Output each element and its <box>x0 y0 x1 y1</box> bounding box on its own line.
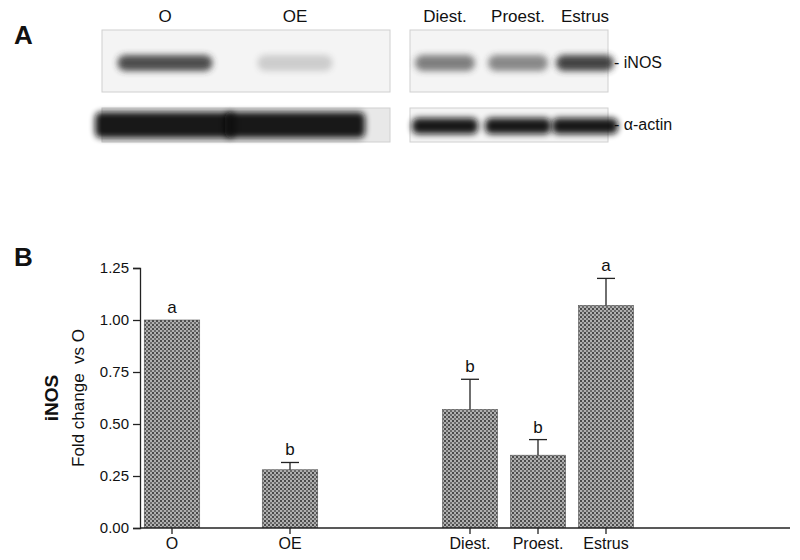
error-bar <box>281 462 299 469</box>
y-axis-line <box>133 269 141 529</box>
bar <box>510 455 565 528</box>
annotation: a <box>167 298 177 317</box>
annotation: b <box>465 357 474 376</box>
blot-band <box>552 118 618 134</box>
y-tick-label: 1.25 <box>100 259 129 276</box>
x-tick: Proest. <box>513 528 564 552</box>
error-cap <box>281 462 299 463</box>
error-cap <box>529 439 547 440</box>
blot-band <box>556 55 614 71</box>
error-bar <box>461 379 479 409</box>
panel-label: B <box>14 242 33 272</box>
x-axis: O OE <box>166 528 302 552</box>
blot-box <box>102 30 390 92</box>
error-bar <box>529 440 547 456</box>
y-axis-subtitle: Fold change vs O <box>69 329 88 467</box>
x-tick-label: O <box>166 535 178 552</box>
x-tick: Diest. <box>450 528 491 552</box>
annotation: a <box>601 256 611 275</box>
y-tick: 0.75 <box>100 363 140 380</box>
x-tick: Estrus <box>583 528 628 552</box>
y-tick-label: 0.75 <box>100 363 129 380</box>
plot-area <box>144 278 633 528</box>
row-label: - α-actin <box>614 116 672 133</box>
error-line <box>469 379 470 409</box>
y-tick-label: 0.50 <box>100 415 129 432</box>
blot-band <box>95 112 235 138</box>
annotation: b <box>533 418 542 437</box>
error-cap <box>597 278 615 279</box>
lane-label: Proest. <box>491 7 545 26</box>
x-tick-label: OE <box>278 535 301 552</box>
y-tick: 0.00 <box>100 519 140 536</box>
y-tick: 0.25 <box>100 467 140 484</box>
y-tick-label: 0.00 <box>100 519 129 536</box>
x-tick-mark <box>289 528 290 534</box>
error-bar <box>597 278 615 305</box>
y-axis-title: iNOS <box>41 375 62 421</box>
y-tick: 0.50 <box>100 415 140 432</box>
y-tick-mark <box>133 372 140 373</box>
x-tick: OE <box>278 528 301 552</box>
y-tick-mark <box>133 424 140 425</box>
blot-band <box>225 112 365 138</box>
y-tick: 1.00 <box>100 311 140 328</box>
y-tick-mark <box>133 268 140 269</box>
x-tick: O <box>166 528 178 552</box>
blot-band <box>412 118 478 134</box>
y-tick-mark <box>133 476 140 477</box>
error-line <box>605 278 606 305</box>
annotation: b <box>285 440 294 459</box>
y-tick-label: 0.25 <box>100 467 129 484</box>
x-tick-mark <box>469 528 470 534</box>
bar <box>144 320 199 528</box>
error-cap <box>461 379 479 380</box>
y-tick: 1.25 <box>100 259 140 276</box>
x-axis-line <box>140 527 790 528</box>
y-tick-mark <box>133 528 140 529</box>
blot-band <box>415 55 475 71</box>
x-tick-mark <box>605 528 606 534</box>
bar <box>578 305 633 528</box>
lane-label: OE <box>283 7 308 26</box>
error-line <box>289 462 290 469</box>
bar <box>262 470 317 528</box>
row-label: - iNOS <box>614 54 662 71</box>
x-tick-label: Proest. <box>513 535 564 552</box>
x-tick-mark <box>537 528 538 534</box>
blot-band <box>488 55 548 71</box>
blot-band <box>118 55 213 71</box>
x-tick-mark <box>171 528 172 534</box>
lane-label: Diest. <box>423 7 466 26</box>
y-tick-label: 1.00 <box>100 311 129 328</box>
x-axis: Diest. Proest. Estrus <box>450 528 629 552</box>
x-tick-label: Diest. <box>450 535 491 552</box>
blot-band <box>485 118 551 134</box>
x-tick-label: Estrus <box>583 535 628 552</box>
lane-label: O <box>158 7 171 26</box>
panel-label: A <box>14 20 33 50</box>
bar <box>442 409 497 528</box>
error-line <box>537 440 538 456</box>
y-tick-mark <box>133 320 140 321</box>
lane-label: Estrus <box>561 7 609 26</box>
blot-band <box>258 55 333 71</box>
y-axis: 0.00 0.25 0.50 0.75 1.00 1.25 <box>100 259 141 536</box>
